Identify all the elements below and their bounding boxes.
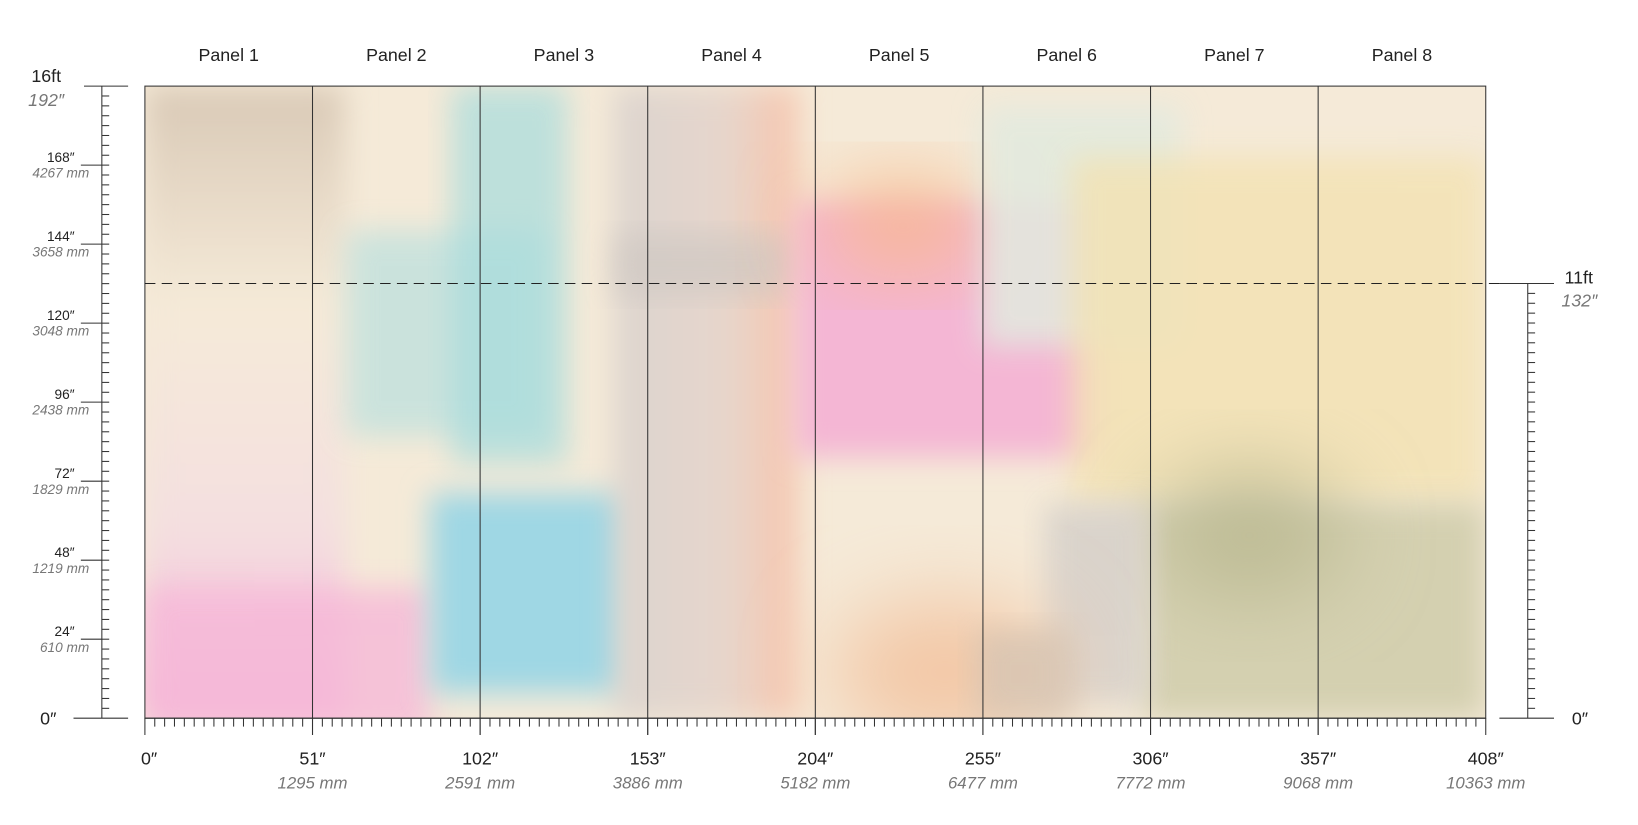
right-inch: 132″ — [1561, 291, 1598, 311]
bottom-mm-label: 3886 mm — [613, 774, 683, 793]
left-top-ft: 16ft — [31, 66, 61, 86]
panel-label: Panel 7 — [1204, 45, 1265, 65]
panel-label: Panel 3 — [534, 45, 595, 65]
bottom-inch-label: 51″ — [299, 748, 325, 768]
panel-label: Panel 2 — [366, 45, 427, 65]
panel-label: Panel 6 — [1037, 45, 1098, 65]
bottom-mm-label: 9068 mm — [1283, 774, 1353, 793]
bottom-inch-label: 204″ — [797, 748, 833, 768]
left-inch-label: 24″ — [55, 624, 75, 639]
left-mm-label: 1219 mm — [32, 561, 89, 576]
left-inch-label: 96″ — [55, 387, 75, 402]
left-top-inch: 192″ — [28, 90, 65, 110]
left-mm-label: 4267 mm — [32, 166, 89, 181]
right-zero: 0″ — [1572, 709, 1588, 729]
left-mm-label: 1829 mm — [32, 482, 89, 497]
left-inch-label: 72″ — [55, 466, 75, 481]
bottom-mm-label: 1295 mm — [278, 774, 348, 793]
left-inch-label: 120″ — [47, 308, 75, 323]
bottom-inch-label: 306″ — [1133, 748, 1169, 768]
bottom-inch-label: 102″ — [462, 748, 498, 768]
bottom-inch-label: 255″ — [965, 748, 1001, 768]
left-mm-label: 3048 mm — [32, 324, 89, 339]
bottom-mm-label: 7772 mm — [1116, 774, 1186, 793]
panel-label: Panel 1 — [198, 45, 259, 65]
bottom-mm-label: 5182 mm — [780, 774, 850, 793]
bottom-mm-label: 10363 mm — [1446, 774, 1525, 793]
bottom-inch-label: 408″ — [1468, 748, 1504, 768]
panel-label: Panel 8 — [1372, 45, 1433, 65]
bottom-mm-label: 2591 mm — [444, 774, 515, 793]
right-ft: 11ft — [1565, 268, 1593, 288]
left-mm-label: 2438 mm — [31, 403, 89, 418]
left-mm-label: 3658 mm — [32, 245, 89, 260]
left-inch-label: 48″ — [55, 545, 75, 560]
rulers: Panel 1 Panel 2 Panel 3 Panel 4 Panel 5 Panel… — [28, 45, 1598, 793]
bottom-mm-label: 6477 mm — [948, 774, 1018, 793]
bottom-inch-label: 0″ — [141, 748, 157, 768]
left-inch-label: 144″ — [47, 229, 75, 244]
bottom-inch-label: 153″ — [630, 748, 666, 768]
panel-label: Panel 5 — [869, 45, 930, 65]
left-zero: 0″ — [40, 709, 56, 729]
left-mm-label: 610 mm — [40, 640, 89, 655]
left-inch-label: 168″ — [47, 150, 75, 165]
bottom-inch-label: 357″ — [1300, 748, 1336, 768]
panel-label: Panel 4 — [701, 45, 762, 65]
